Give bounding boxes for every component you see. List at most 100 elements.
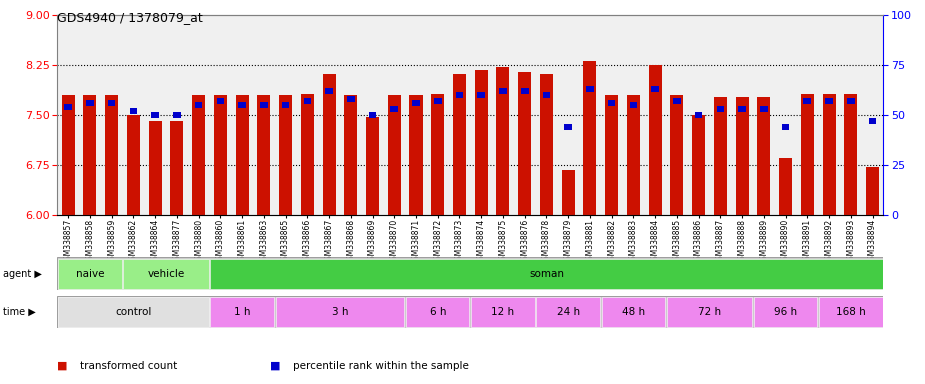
Bar [192, 95, 205, 215]
Bar [173, 112, 180, 118]
Bar [58, 258, 122, 289]
Bar [630, 102, 637, 108]
Bar [62, 95, 75, 215]
Text: 3 h: 3 h [332, 307, 348, 317]
Bar [236, 95, 249, 215]
Bar [344, 95, 357, 215]
Bar [475, 70, 487, 215]
Text: time ▶: time ▶ [3, 307, 35, 317]
Bar [406, 297, 470, 327]
Bar [366, 117, 379, 215]
Bar [608, 100, 615, 106]
Bar [279, 95, 292, 215]
Bar [239, 102, 246, 108]
Bar [673, 98, 681, 104]
Bar [866, 167, 879, 215]
Bar [210, 297, 274, 327]
Bar [869, 118, 876, 124]
Bar [801, 94, 814, 215]
Bar [651, 86, 659, 92]
Bar [561, 170, 574, 215]
Bar [601, 297, 665, 327]
Bar [518, 72, 531, 215]
Bar [540, 74, 553, 215]
Bar [276, 297, 404, 327]
Bar [738, 106, 746, 112]
Bar [347, 96, 354, 102]
Bar [303, 98, 311, 104]
Text: 96 h: 96 h [774, 307, 797, 317]
Bar [456, 92, 463, 98]
Bar [410, 95, 423, 215]
Bar [714, 96, 727, 215]
Bar [497, 67, 510, 215]
Bar [471, 297, 535, 327]
Bar [648, 65, 661, 215]
Text: 1 h: 1 h [234, 307, 251, 317]
Bar [431, 94, 444, 215]
Bar [758, 96, 771, 215]
Bar [717, 106, 724, 112]
Bar [301, 94, 314, 215]
Text: agent ▶: agent ▶ [3, 268, 42, 279]
Text: 168 h: 168 h [836, 307, 866, 317]
Bar [130, 108, 137, 114]
Bar [735, 96, 748, 215]
Bar [123, 258, 209, 289]
Bar [819, 297, 882, 327]
Bar [210, 258, 882, 289]
Text: percentile rank within the sample: percentile rank within the sample [293, 361, 469, 371]
Bar [86, 100, 93, 106]
Bar [127, 115, 140, 215]
Bar [695, 112, 702, 118]
Bar [216, 98, 224, 104]
Text: vehicle: vehicle [147, 268, 185, 279]
Bar [825, 98, 832, 104]
Bar [326, 88, 333, 94]
Bar [543, 92, 550, 98]
Bar [195, 102, 203, 108]
Bar [782, 124, 789, 130]
Bar [83, 95, 96, 215]
Bar [586, 86, 594, 92]
Bar [804, 98, 811, 104]
Bar [477, 92, 485, 98]
Text: 6 h: 6 h [429, 307, 446, 317]
Bar [564, 124, 572, 130]
Bar [149, 121, 162, 215]
Bar [500, 88, 507, 94]
Bar [413, 100, 420, 106]
Bar [627, 95, 640, 215]
Text: naive: naive [76, 268, 105, 279]
Bar [214, 95, 227, 215]
Bar [605, 95, 618, 215]
Text: soman: soman [529, 268, 564, 279]
Bar [257, 95, 270, 215]
Bar [667, 297, 752, 327]
Text: 72 h: 72 h [698, 307, 722, 317]
Bar [754, 297, 818, 327]
Bar [822, 94, 835, 215]
Text: ■: ■ [57, 361, 68, 371]
Bar [453, 74, 466, 215]
Bar [521, 88, 528, 94]
Bar [58, 297, 209, 327]
Bar [323, 74, 336, 215]
Bar [760, 106, 768, 112]
Bar [282, 102, 290, 108]
Bar [65, 104, 72, 110]
Text: ■: ■ [270, 361, 280, 371]
Bar [692, 115, 705, 215]
Bar [388, 95, 401, 215]
Text: 48 h: 48 h [622, 307, 645, 317]
Bar [779, 159, 792, 215]
Bar [369, 112, 376, 118]
Bar [847, 98, 855, 104]
Bar [152, 112, 159, 118]
Bar [390, 106, 398, 112]
Text: control: control [116, 307, 152, 317]
Bar [584, 61, 597, 215]
Bar [108, 100, 116, 106]
Bar [260, 102, 267, 108]
Bar [170, 121, 183, 215]
